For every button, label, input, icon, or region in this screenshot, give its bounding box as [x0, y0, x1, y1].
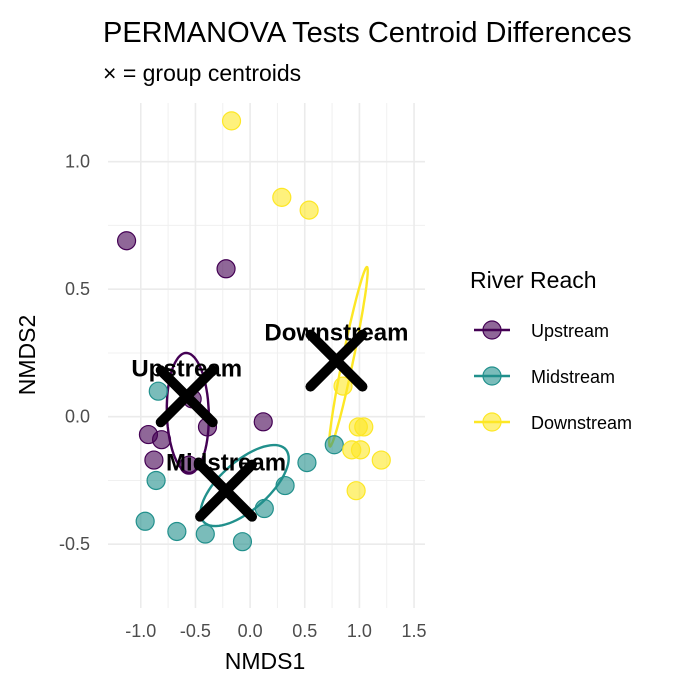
downstream-centroid-mark: [305, 329, 368, 392]
x-tick-label: -0.5: [180, 621, 211, 641]
downstream-point: [350, 440, 371, 460]
midstream-point: [135, 511, 155, 531]
downstream-point: [299, 200, 319, 220]
legend: River Reach Upstream Midstream Downstream: [470, 267, 632, 433]
downstream-point: [221, 111, 242, 131]
legend-key-point: [482, 366, 502, 386]
x-tick-label: 0.0: [238, 621, 263, 641]
upstream-centroid-mark: [155, 365, 218, 428]
legend-label-downstream: Downstream: [531, 413, 632, 433]
legend-key-point: [482, 412, 502, 432]
midstream-point: [148, 381, 168, 401]
midstream-point: [195, 524, 215, 544]
centroids: Upstream Midstream Downstream: [131, 320, 408, 522]
upstream-centroid-label: Upstream: [131, 355, 242, 382]
downstream-centroid-label: Downstream: [264, 320, 408, 347]
legend-label-midstream: Midstream: [531, 367, 615, 387]
points: [116, 111, 391, 552]
downstream-point: [346, 481, 366, 501]
midstream-centroid-mark: [195, 459, 258, 522]
midstream-point: [254, 498, 274, 519]
downstream-point: [333, 376, 353, 396]
upstream-point: [151, 430, 172, 450]
y-tick-label: 0.0: [65, 407, 90, 427]
chart-title: PERMANOVA Tests Centroid Differences: [103, 17, 632, 49]
midstream-centroid-label: Midstream: [166, 450, 286, 477]
midstream-point: [232, 532, 253, 552]
midstream-point: [324, 435, 344, 455]
legend-title: River Reach: [470, 267, 597, 293]
upstream-point: [116, 231, 137, 251]
downstream-point: [354, 417, 374, 437]
downstream-point: [371, 450, 391, 470]
x-tick-label: 1.5: [402, 621, 427, 641]
x-tick-label: 1.0: [347, 621, 372, 641]
y-axis-title: NMDS2: [14, 315, 40, 396]
downstream-point: [272, 187, 292, 207]
axes: -1.0 -0.5 0.0 0.5 1.0 1.5 -0.5 0.0 0.5 1.0: [59, 152, 427, 641]
x-tick-label: -1.0: [125, 621, 156, 641]
midstream-point: [167, 521, 187, 542]
upstream-point: [144, 450, 164, 470]
legend-label-upstream: Upstream: [531, 321, 609, 341]
midstream-point: [275, 475, 295, 496]
x-tick-label: 0.5: [292, 621, 317, 641]
y-tick-label: -0.5: [59, 534, 90, 554]
y-tick-label: 1.0: [65, 152, 90, 172]
midstream-point: [297, 453, 317, 473]
x-axis-title: NMDS1: [225, 648, 306, 674]
chart-subtitle: × = group centroids: [103, 60, 301, 86]
upstream-point: [216, 259, 236, 279]
legend-key-point: [482, 320, 502, 340]
upstream-point: [253, 412, 273, 432]
y-tick-label: 0.5: [65, 279, 90, 299]
midstream-point: [146, 470, 166, 491]
